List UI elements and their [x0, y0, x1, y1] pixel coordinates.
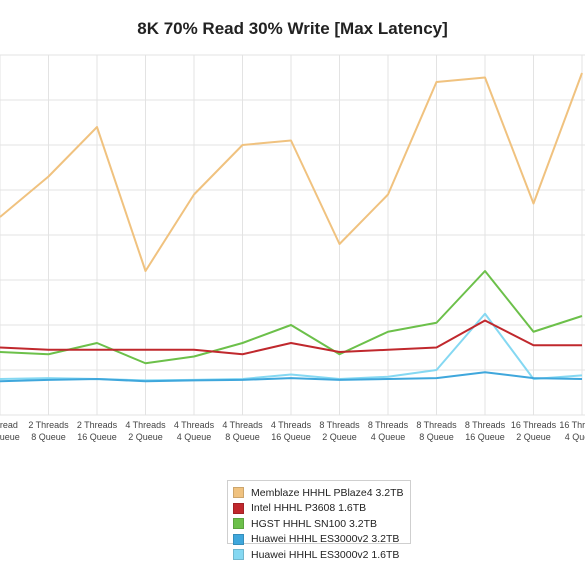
legend-label: HGST HHHL SN100 3.2TB — [251, 517, 378, 530]
x-tick-label: 8 Threads — [416, 420, 457, 430]
legend-swatch — [233, 549, 244, 561]
legend-swatch — [233, 518, 244, 530]
series-line — [0, 270, 583, 365]
x-axis-tick-labels: 1 Thread 16 Queue 2 Threads 8 Queue 2 Thread… — [0, 420, 585, 442]
legend-item: Memblaze HHHL PBlaze4 3.2TB — [233, 485, 410, 501]
legend-label: Huawei HHHL ES3000v2 3.2TB — [251, 533, 400, 546]
legend-swatch — [233, 502, 244, 514]
series-line — [0, 371, 583, 383]
x-tick-label: 8 Threads — [368, 420, 409, 430]
x-tick-label: 16 Queue — [465, 432, 505, 442]
x-tick-label: 4 Threads — [271, 420, 312, 430]
legend-item: Huawei HHHL ES3000v2 3.2TB — [233, 532, 410, 548]
x-tick-label: 2 Queue — [322, 432, 357, 442]
x-tick-label: 16 Threads — [559, 420, 585, 430]
legend-swatch — [233, 487, 244, 499]
chart-title: 8K 70% Read 30% Write [Max Latency] — [137, 19, 448, 38]
series-lines — [0, 72, 583, 383]
legend-item: Huawei HHHL ES3000v2 1.6TB — [233, 547, 410, 563]
x-tick-label: 2 Threads — [28, 420, 69, 430]
legend-item: HGST HHHL SN100 3.2TB — [233, 516, 410, 532]
x-tick-label: 4 Queue — [565, 432, 585, 442]
x-tick-label: 16 Queue — [271, 432, 311, 442]
x-tick-label: 16 Queue — [77, 432, 117, 442]
x-tick-label: 4 Threads — [174, 420, 215, 430]
x-tick-label: 8 Threads — [319, 420, 360, 430]
x-tick-label: 16 Threads — [511, 420, 557, 430]
x-tick-label: 16 Queue — [0, 432, 20, 442]
x-tick-label: 8 Queue — [31, 432, 66, 442]
series-line — [0, 72, 583, 272]
legend: Memblaze HHHL PBlaze4 3.2TB Intel HHHL P3… — [227, 480, 411, 561]
x-tick-label: 2 Queue — [516, 432, 551, 442]
x-tick-label: 1 Thread — [0, 420, 18, 430]
x-tick-label: 2 Threads — [77, 420, 118, 430]
x-tick-label: 4 Queue — [371, 432, 406, 442]
legend-label: Huawei HHHL ES3000v2 1.6TB — [251, 548, 400, 561]
legend-item: Intel HHHL P3608 1.6TB — [233, 501, 410, 517]
series-line — [0, 319, 582, 356]
x-tick-label: 4 Threads — [222, 420, 263, 430]
x-tick-label: 4 Threads — [125, 420, 166, 430]
legend-label: Intel HHHL P3608 1.6TB — [251, 502, 367, 515]
x-tick-label: 8 Queue — [225, 432, 260, 442]
x-tick-label: 8 Queue — [419, 432, 454, 442]
x-tick-label: 2 Queue — [128, 432, 163, 442]
legend-swatch — [233, 533, 244, 545]
legend-label: Memblaze HHHL PBlaze4 3.2TB — [251, 486, 404, 499]
x-tick-label: 4 Queue — [177, 432, 212, 442]
x-tick-label: 8 Threads — [465, 420, 506, 430]
